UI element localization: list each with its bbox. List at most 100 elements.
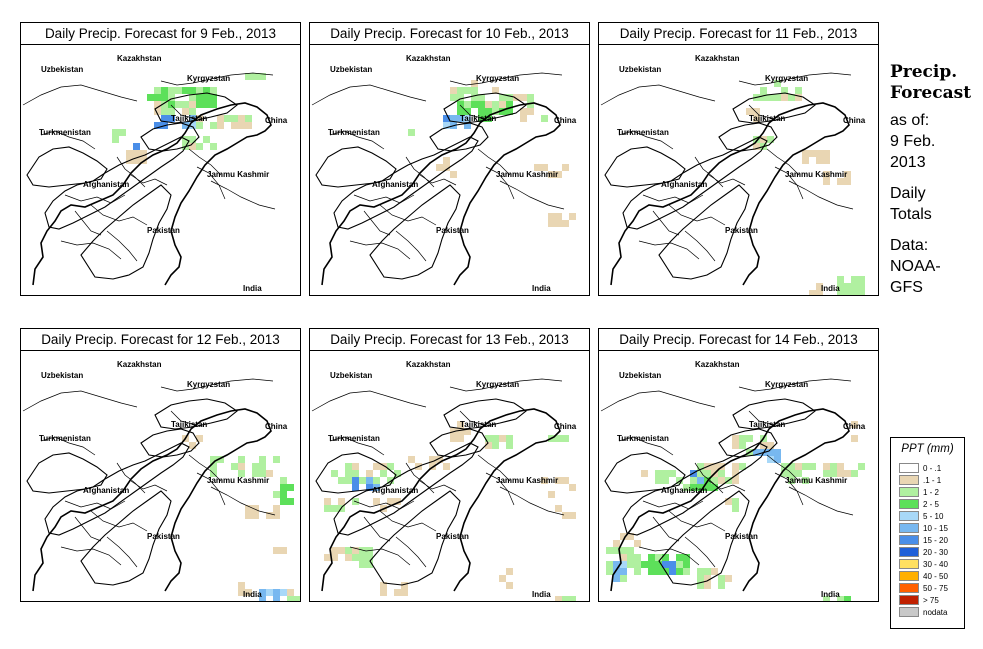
legend-swatch	[899, 607, 919, 617]
district-line	[766, 454, 800, 482]
precip-cell	[450, 171, 457, 178]
precip-cell	[520, 115, 527, 122]
precip-cell	[844, 290, 851, 295]
precip-cell	[252, 505, 259, 512]
precip-cell	[541, 477, 548, 484]
precip-cell	[373, 477, 380, 484]
precip-cell	[858, 463, 865, 470]
precip-cell	[238, 470, 245, 477]
country-border	[44, 136, 190, 230]
precip-cell	[210, 94, 217, 101]
precip-cell	[380, 470, 387, 477]
precip-cell	[704, 582, 711, 589]
map-label-china: China	[554, 422, 577, 431]
precip-cell	[697, 484, 704, 491]
precip-cell	[133, 143, 140, 150]
precip-cell	[620, 554, 627, 561]
country-border	[429, 428, 489, 458]
precip-cell	[676, 477, 683, 484]
precip-cell	[767, 449, 774, 456]
precip-cell	[168, 87, 175, 94]
precip-cell	[520, 108, 527, 115]
precip-cell	[555, 596, 562, 601]
country-border	[44, 442, 190, 536]
precip-cell	[725, 498, 732, 505]
precip-cell	[252, 512, 259, 519]
precip-cell	[555, 505, 562, 512]
map-label-uzbekistan: Uzbekistan	[330, 65, 372, 74]
district-line	[130, 480, 168, 492]
map-label-uzbekistan: Uzbekistan	[41, 371, 83, 380]
precip-cell	[858, 276, 865, 283]
panel-title: Daily Precip. Forecast for 14 Feb., 2013	[599, 329, 878, 351]
map-label-tajikistan: Tajikistan	[460, 420, 496, 429]
precip-cell	[203, 87, 210, 94]
precip-cell	[359, 477, 366, 484]
legend-item: .1 - 1	[899, 475, 941, 485]
precip-cell	[823, 150, 830, 157]
district-line	[60, 240, 122, 260]
precip-cell	[655, 470, 662, 477]
country-border	[140, 428, 200, 458]
precip-cell	[767, 456, 774, 463]
precip-cell	[613, 561, 620, 568]
precip-cell	[648, 568, 655, 575]
precip-cell	[837, 596, 844, 601]
district-line	[738, 378, 852, 392]
forecast-description: Precip. Forecast as of: 9 Feb. 2013 Dail…	[890, 62, 980, 298]
district-line	[485, 166, 515, 200]
precip-cell	[280, 491, 287, 498]
precip-cell	[620, 547, 627, 554]
asof-date-line-1: 9 Feb.	[890, 133, 936, 150]
precip-cell	[345, 477, 352, 484]
precip-cell	[133, 157, 140, 164]
precip-cell	[196, 122, 203, 129]
precip-cell	[704, 470, 711, 477]
precip-cell	[189, 136, 196, 143]
precip-cell	[844, 178, 851, 185]
district-line	[90, 510, 148, 532]
precip-cell	[485, 115, 492, 122]
district-line	[106, 230, 138, 262]
precip-cell	[506, 582, 513, 589]
precip-cell	[837, 178, 844, 185]
precip-cell	[620, 575, 627, 582]
country-border	[154, 398, 238, 430]
precip-cell	[147, 94, 154, 101]
precip-cell	[527, 94, 534, 101]
precip-cell	[562, 164, 569, 171]
country-border	[610, 408, 850, 592]
precip-cell	[154, 87, 161, 94]
precip-cell	[788, 463, 795, 470]
precip-cell	[732, 470, 739, 477]
map-label-pakistan: Pakistan	[147, 226, 180, 235]
precip-cell	[196, 94, 203, 101]
map-label-pakistan: Pakistan	[725, 532, 758, 541]
precip-cell	[154, 94, 161, 101]
precip-cell	[492, 435, 499, 442]
source-line-3: GFS	[890, 279, 923, 296]
map-label-tajikistan: Tajikistan	[171, 114, 207, 123]
country-border	[333, 442, 479, 536]
forecast-panel-3: Daily Precip. Forecast for 11 Feb., 2013…	[598, 22, 879, 296]
precip-cell	[816, 290, 823, 295]
legend-swatch	[899, 535, 919, 545]
precip-cell	[161, 94, 168, 101]
forecast-panel-6: Daily Precip. Forecast for 14 Feb., 2013…	[598, 328, 879, 602]
precip-cell	[837, 276, 844, 283]
precip-map: Kazakhstan Uzbekistan Kyrgyzstan Tajikistan…	[22, 54, 288, 293]
country-border	[32, 102, 272, 286]
precip-cell	[569, 512, 576, 519]
precip-cell	[620, 568, 627, 575]
heading-line-1: Precip.	[890, 62, 958, 82]
district-line	[363, 210, 391, 236]
map-label-pakistan: Pakistan	[725, 226, 758, 235]
legend-swatch	[899, 559, 919, 569]
precip-cell	[548, 171, 555, 178]
precip-cell	[499, 435, 506, 442]
legend-label: 15 - 20	[923, 535, 948, 545]
precip-cell	[760, 87, 767, 94]
precip-cell	[175, 87, 182, 94]
district-line	[353, 500, 415, 510]
precip-cell	[718, 575, 725, 582]
